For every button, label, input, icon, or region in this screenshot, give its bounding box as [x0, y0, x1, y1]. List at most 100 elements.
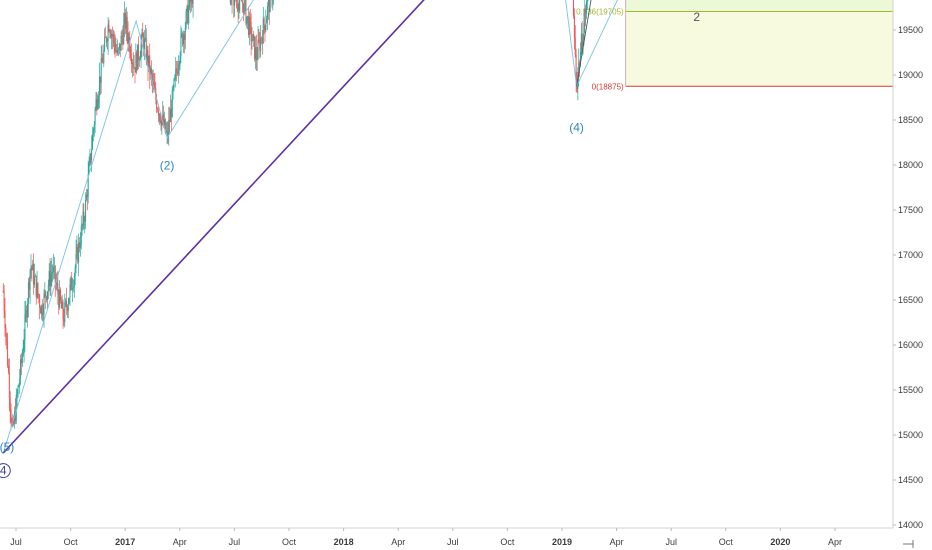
candle-body [101, 57, 103, 63]
candle-body [47, 285, 49, 292]
trendline[interactable] [2, 0, 818, 454]
candle-body [258, 39, 260, 41]
time-tick-label: Jul [10, 537, 22, 547]
candle-body [157, 109, 159, 111]
candle-body [37, 283, 39, 295]
candle-body [164, 119, 166, 133]
candle-body [99, 76, 101, 83]
candle-body [144, 37, 146, 39]
candle-body [105, 36, 107, 38]
candle-body [27, 303, 29, 318]
candle-body [163, 119, 165, 126]
candle-body [57, 283, 59, 295]
candle-body [117, 49, 119, 53]
candle-body [180, 33, 182, 56]
candle-body [118, 43, 120, 49]
candle-body [154, 87, 156, 89]
candle-body [147, 50, 149, 68]
price-tick-label: 16000 [898, 340, 923, 350]
scroll-to-realtime-icon[interactable] [903, 540, 914, 548]
candle-body [579, 62, 581, 66]
price-tick-label: 19000 [898, 70, 923, 80]
candle-body [171, 89, 173, 117]
candle-body [61, 302, 63, 309]
candle-body [263, 18, 265, 26]
candle-body [102, 62, 104, 64]
candle-body [137, 44, 139, 61]
candle-body [20, 359, 22, 379]
candle-body [266, 18, 268, 24]
candle-body [41, 305, 43, 316]
candle-body [44, 291, 46, 295]
candle-body [98, 95, 100, 104]
candle-body [153, 81, 155, 88]
candle-body [69, 284, 71, 299]
candle-body [137, 44, 139, 71]
candle-body [150, 68, 152, 75]
candle-body [92, 129, 94, 135]
candle-body [48, 270, 50, 286]
drawing-annotations[interactable]: 34 bars, 40d [0, 0, 893, 454]
candle-body [94, 109, 96, 125]
candle-body [192, 0, 194, 4]
candle-body [20, 359, 22, 364]
wave-label: (4) [569, 121, 584, 135]
candle-body [135, 52, 137, 73]
price-tick-label: 18500 [898, 115, 923, 125]
candle-body [59, 289, 61, 301]
candle-body [138, 59, 140, 61]
candle-body [179, 55, 181, 64]
price-tick-label: 16500 [898, 295, 923, 305]
candle-body [115, 50, 117, 52]
wave-label-circle-icon [0, 463, 11, 479]
price-axis[interactable]: 14000 14500 15000 15500 16000 16500 17000 17500… [892, 0, 932, 550]
candle-body [36, 283, 38, 298]
candle-body [88, 162, 90, 175]
candle-body [148, 55, 150, 68]
wave-label: 4 [0, 464, 7, 478]
fib-zone [625, 11, 893, 87]
candle-body [6, 334, 8, 343]
candle-body [264, 25, 266, 31]
time-tick-label: Apr [610, 537, 624, 547]
candle-body [158, 114, 160, 116]
candle-body [189, 0, 191, 8]
wave-label: (5) [0, 440, 14, 454]
candle-body [129, 37, 131, 54]
candle-body [33, 276, 35, 285]
candle-body [46, 291, 48, 300]
candle-body [111, 34, 113, 37]
candle-body [89, 153, 91, 163]
candle-body [260, 37, 262, 51]
candle-body [583, 23, 585, 41]
candle-body [40, 305, 42, 314]
candle-body [241, 1, 243, 4]
candle-body [66, 306, 68, 311]
candle-body [38, 294, 40, 299]
candle-body [163, 114, 165, 126]
fibonacci-retracement[interactable]: 1.618(24545)1(22380)0.786(21630)0.618(21… [576, 0, 893, 91]
candle-body [234, 0, 236, 6]
time-axis[interactable]: Jul Oct 2017 Apr Jul Oct 2018 Apr Jul Oct 2019 Apr J… [0, 527, 932, 550]
candle-body [133, 66, 135, 68]
candle-body [118, 48, 120, 50]
candle-body [104, 36, 106, 50]
candle-body [246, 16, 248, 24]
candle-body [87, 174, 89, 197]
price-tick-label: 14000 [898, 520, 923, 530]
candle-body [236, 0, 238, 8]
candle-body [18, 384, 20, 387]
candle-body [131, 57, 133, 64]
candle-body [17, 386, 19, 395]
time-tick-label: Oct [282, 537, 297, 547]
candle-body [575, 54, 577, 79]
candle-body [256, 58, 258, 61]
candle-body [130, 53, 132, 58]
candle-body [67, 303, 69, 311]
candle-body [123, 23, 125, 44]
elliott-wave-path[interactable] [2, 0, 818, 454]
candle-body [262, 18, 264, 44]
candle-body [162, 114, 164, 120]
candle-body [80, 225, 82, 246]
